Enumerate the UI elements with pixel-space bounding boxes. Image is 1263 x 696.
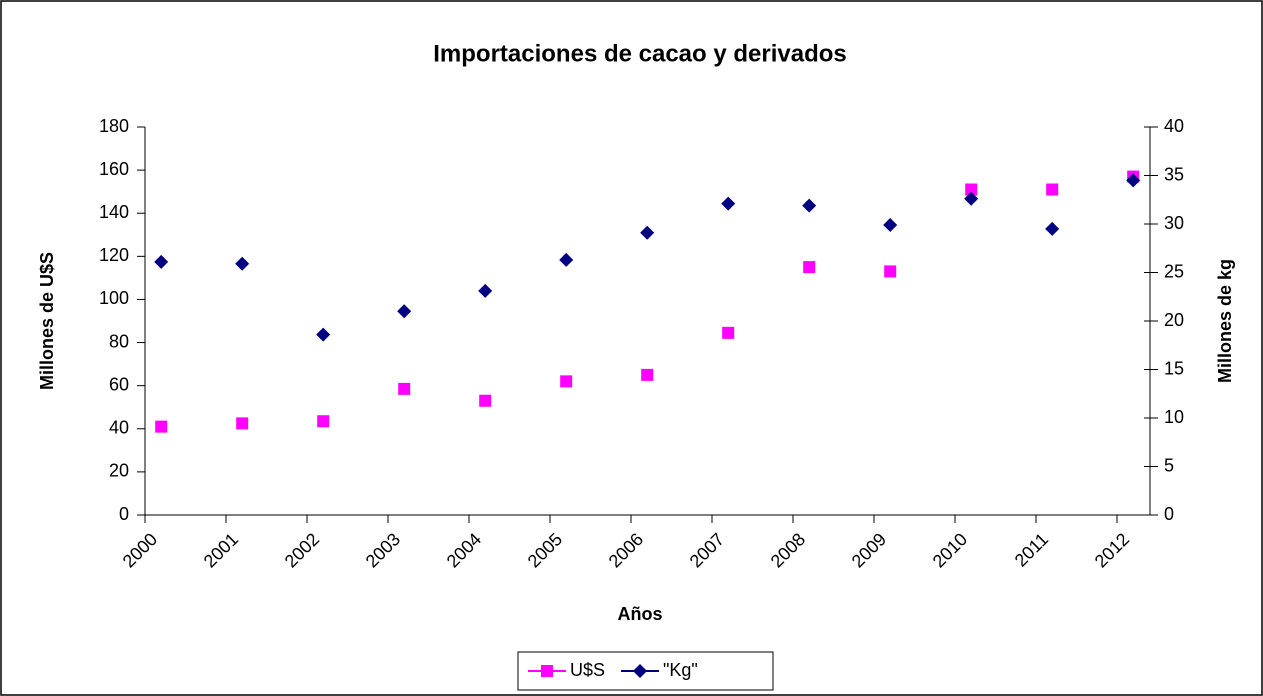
y2-axis-label: Millones de kg [1215, 259, 1235, 383]
data-point [236, 417, 249, 430]
y-tick-label: 120 [99, 245, 129, 265]
data-point [397, 304, 412, 319]
y-tick-label: 40 [109, 418, 129, 438]
y-tick-label: 100 [99, 288, 129, 308]
x-axis-label: Años [618, 604, 663, 624]
y2-tick-label: 35 [1164, 164, 1184, 184]
data-point [155, 420, 168, 433]
legend-marker [633, 664, 648, 678]
y2-tick-label: 0 [1164, 504, 1174, 524]
legend-label: "Kg" [663, 660, 698, 680]
y2-tick-label: 20 [1164, 310, 1184, 330]
y-tick-label: 60 [109, 374, 129, 394]
data-point [559, 252, 574, 267]
data-point [722, 326, 735, 339]
legend-label: U$S [570, 660, 605, 680]
data-point [1046, 183, 1059, 196]
data-point [317, 415, 330, 428]
data-point [154, 254, 169, 269]
data-point [640, 225, 655, 240]
data-point [802, 198, 817, 213]
data-point [478, 283, 493, 298]
y-tick-label: 80 [109, 331, 129, 351]
data-point [560, 375, 573, 388]
data-point [1045, 221, 1060, 236]
data-point [316, 327, 331, 342]
data-point [803, 261, 816, 274]
data-point [641, 368, 654, 381]
y2-tick-label: 15 [1164, 358, 1184, 378]
data-point [884, 265, 897, 278]
y-tick-label: 140 [99, 202, 129, 222]
y2-tick-label: 25 [1164, 261, 1184, 281]
data-point [398, 382, 411, 395]
y-tick-label: 180 [99, 116, 129, 136]
y2-tick-label: 5 [1164, 455, 1174, 475]
data-point [1126, 173, 1141, 188]
data-point [235, 256, 250, 271]
y2-tick-label: 30 [1164, 213, 1184, 233]
data-point [965, 183, 978, 196]
y-tick-label: 0 [119, 504, 129, 524]
y2-tick-label: 40 [1164, 116, 1184, 136]
legend-marker [541, 665, 553, 677]
y-tick-label: 20 [109, 461, 129, 481]
y2-tick-label: 10 [1164, 407, 1184, 427]
y-axis-label: Millones de U$S [37, 252, 57, 390]
data-point [721, 196, 736, 211]
chart-title: Importaciones de cacao y derivados [433, 40, 847, 67]
data-point [479, 394, 492, 407]
y-tick-label: 160 [99, 159, 129, 179]
data-point [883, 217, 898, 232]
data-point [964, 191, 979, 206]
